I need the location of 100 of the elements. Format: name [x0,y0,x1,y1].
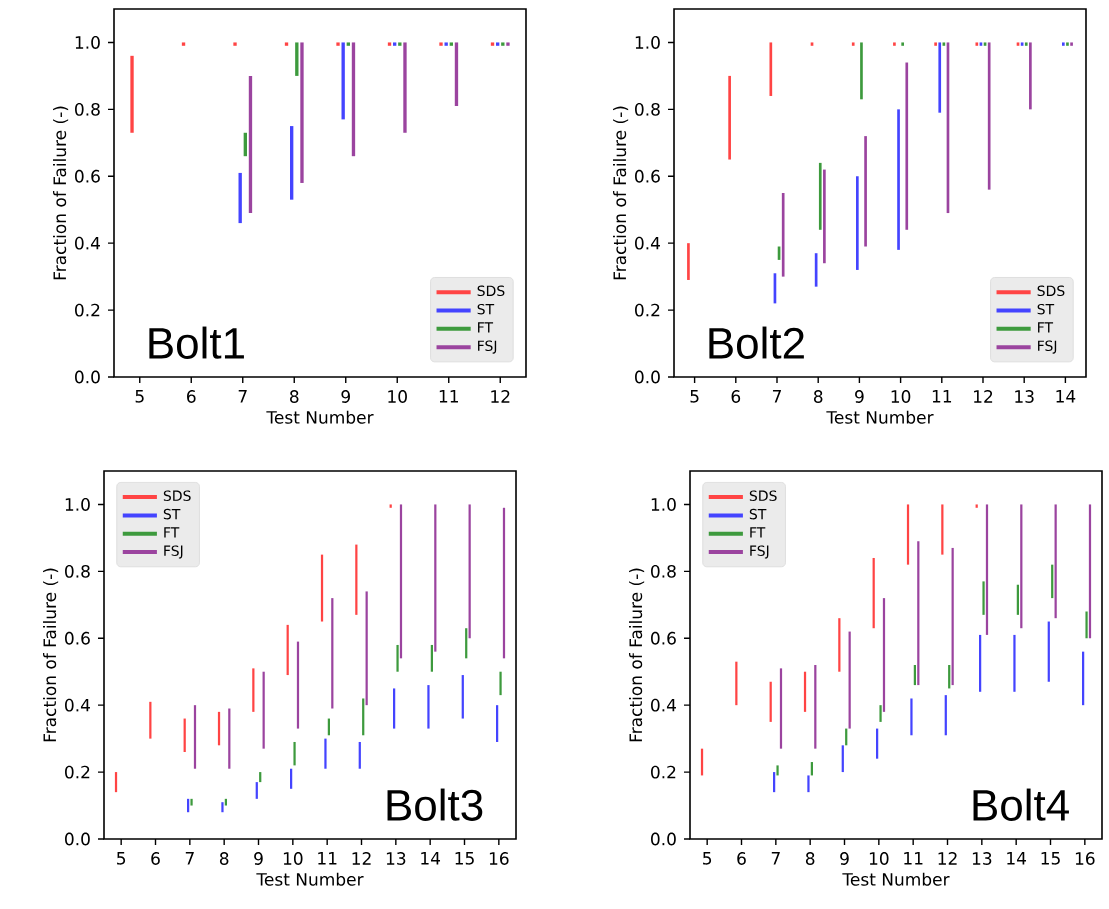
x-tick-label: 14 [1007,852,1027,865]
y-tick-label: 0.6 [75,169,100,183]
legend-label: FT [750,527,766,538]
x-tick-label: 6 [187,390,196,403]
bar [461,675,464,719]
x-tick-label: 5 [135,390,144,403]
bar [769,42,773,96]
bar [975,42,979,46]
y-tick-label: 0.6 [635,169,660,183]
y-tick-label: 0.4 [65,698,90,712]
legend-label: ST [163,508,181,520]
bar [149,701,152,739]
y-axis-title: Fraction of Failure (-) [613,106,629,280]
x-tick-label: 5 [703,852,712,865]
bar [879,705,882,722]
bar [941,504,944,555]
bar [951,547,954,686]
bar [769,681,772,722]
bar [295,42,299,76]
y-axis-title: Fraction of Failure (-) [629,568,645,742]
y-tick-label: 1.0 [75,36,100,49]
x-tick-label: 10 [283,852,303,865]
x-tick-label: 10 [388,390,407,403]
x-tick-label: 8 [219,852,229,865]
bar [387,42,392,46]
annotation: Bolt2 [709,326,804,359]
bar [193,705,197,769]
bar [290,126,294,200]
x-tick-label: 14 [421,852,441,865]
bar [1066,42,1069,46]
bar [876,728,879,759]
bar [818,162,822,230]
legend-label: FSJ [750,545,769,559]
x-tick-label: 6 [151,852,160,865]
bar [807,775,810,793]
bar [190,798,193,806]
legend-label: FSJ [1038,340,1057,354]
x-tick-label: 12 [352,852,371,865]
bar [776,765,779,776]
bar [403,42,407,133]
bar [1013,634,1016,692]
bar [324,738,327,769]
bar [864,136,867,247]
bar [228,708,231,769]
y-tick-label: 0.6 [651,631,676,645]
x-tick-label: 12 [938,852,957,865]
bar [897,109,900,250]
y-tick-label: 0.4 [635,236,660,250]
bar [934,42,937,46]
x-tick-label: 8 [805,852,815,865]
legend-label: FSJ [164,545,183,559]
bar [300,42,304,183]
bar [841,745,844,773]
x-tick-label: 9 [254,852,263,865]
bar [901,42,904,46]
bar [449,42,453,46]
x-tick-label: 6 [737,852,746,865]
bar [1020,504,1023,629]
y-tick-label: 0.2 [651,765,676,779]
bar [233,42,237,46]
bar [362,698,365,736]
bar [905,62,909,230]
bar [341,42,345,120]
annotation: Bolt3 [387,788,483,821]
x-tick-label: 7 [772,390,781,403]
bar [893,42,896,46]
bar [823,169,826,264]
x-tick-label: 12 [491,390,510,403]
bar [393,42,397,46]
x-tick-label: 8 [290,390,299,403]
bar [1070,42,1073,46]
y-tick-label: 0.2 [65,765,90,779]
bar [255,782,258,799]
bar [224,798,228,806]
bar [814,665,817,749]
x-tick-label: 11 [439,390,458,403]
x-tick-label: 11 [904,852,923,865]
x-tick-label: 5 [690,390,699,403]
legend-label: FT [164,527,180,538]
bar [465,628,468,659]
legend-label: SDS [477,285,505,297]
bar [851,42,855,46]
x-tick-label: 5 [117,852,126,865]
bar [779,668,783,749]
bar [906,504,910,565]
x-tick-label: 13 [1015,390,1034,403]
x-tick-label: 10 [891,390,911,403]
x-tick-label: 7 [771,852,780,865]
bar [1088,504,1092,639]
y-tick-label: 0.8 [65,564,90,578]
bar [1024,42,1028,46]
y-tick-label: 0.8 [75,102,100,116]
bar [181,42,186,46]
bar [1047,621,1050,682]
x-tick-label: 6 [731,390,741,403]
y-tick-label: 1.0 [651,498,676,511]
x-axis-title: Test Number [826,410,934,424]
y-tick-label: 0.2 [635,303,660,317]
bar [346,42,350,46]
y-tick-label: 0.0 [75,370,100,384]
